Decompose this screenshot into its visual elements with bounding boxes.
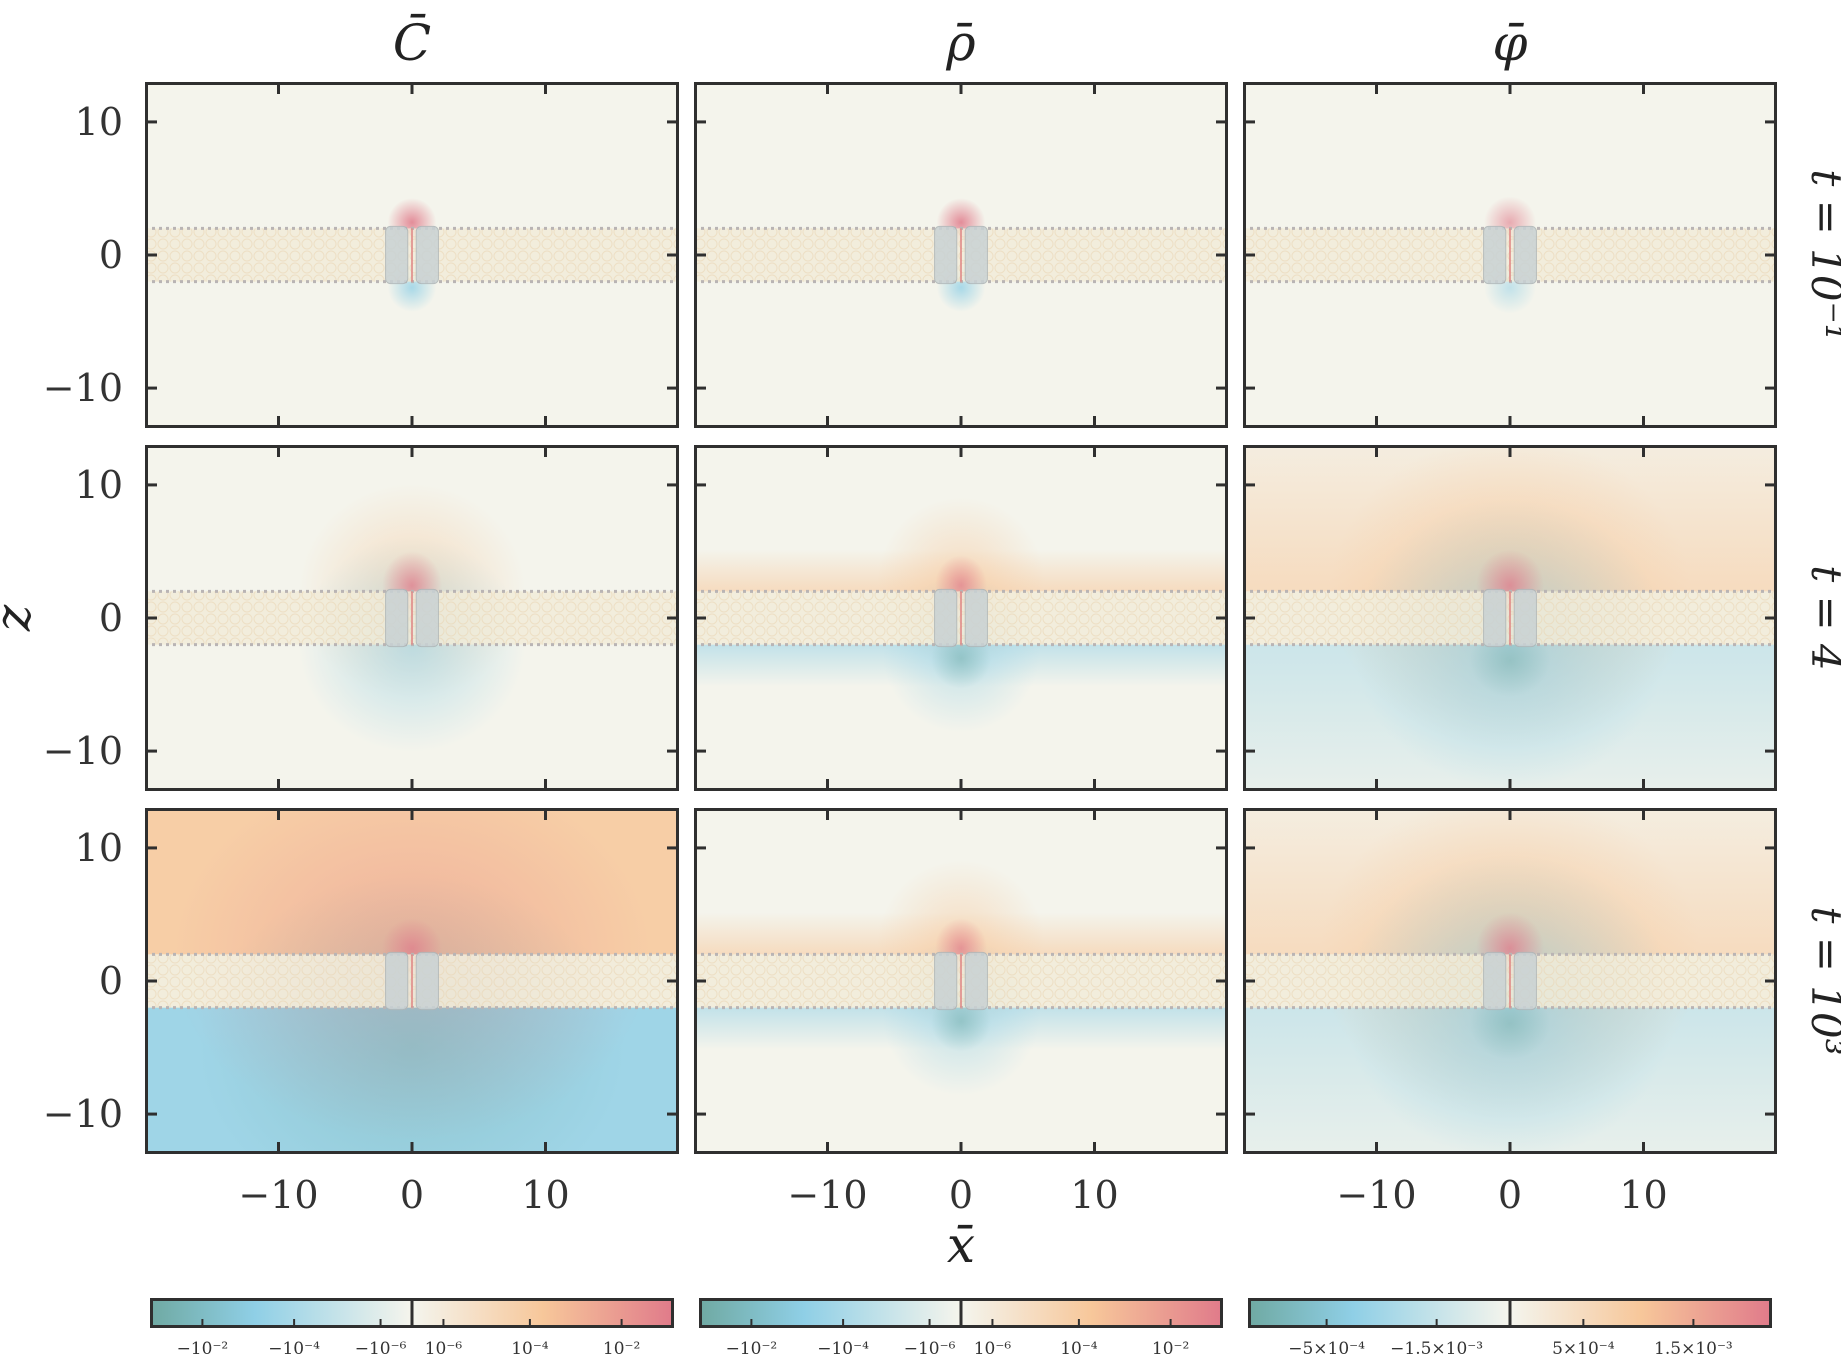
colorbar-tick-label: 1.5×10⁻³ bbox=[1654, 1339, 1733, 1359]
ion-channel bbox=[1483, 951, 1537, 1011]
column-title-0: C̄ bbox=[393, 13, 431, 72]
y-tick-label: 10 bbox=[75, 826, 123, 870]
x-axis-label: x̄ bbox=[947, 1216, 975, 1274]
x-tick-label: 0 bbox=[1498, 1173, 1522, 1217]
colorbar-tick-label: −10⁻² bbox=[726, 1339, 778, 1359]
row-label-0: t̄ = 10⁻¹ bbox=[1802, 169, 1841, 340]
colorbar-tick-label: 10⁻⁴ bbox=[1060, 1339, 1098, 1359]
panel-rho-row0 bbox=[694, 82, 1228, 428]
y-tick-label: −10 bbox=[43, 366, 123, 410]
colorbar-tick-label: −1.5×10⁻³ bbox=[1390, 1339, 1483, 1359]
panel-C-row1: 10 0 −10 bbox=[43, 445, 679, 791]
colorbar-tick-label: −10⁻² bbox=[177, 1339, 229, 1359]
axis-labels: C̄ ρ̄ φ̄ t̄ = 10⁻¹ t̄ = 4 t̄ = 10³ x̄ z̄ bbox=[0, 13, 1841, 1274]
colorbar-tick-label: −10⁻⁶ bbox=[904, 1339, 956, 1359]
colorbar-tick-label: −5×10⁻⁴ bbox=[1288, 1339, 1365, 1359]
ion-channel bbox=[385, 225, 439, 285]
ion-channel bbox=[934, 951, 988, 1011]
ion-channel bbox=[1483, 588, 1537, 648]
colorbar-tick-label: 10⁻² bbox=[603, 1339, 640, 1359]
x-tick-label: −10 bbox=[238, 1173, 318, 1217]
ion-channel bbox=[1483, 225, 1537, 285]
colorbar-phi: −5×10⁻⁴ −1.5×10⁻³ 5×10⁻⁴ 1.5×10⁻³ bbox=[1248, 1298, 1772, 1359]
colorbar-tick-label: −10⁻⁴ bbox=[817, 1339, 869, 1359]
y-tick-label: 10 bbox=[75, 100, 123, 144]
row-label-1: t̄ = 4 bbox=[1802, 565, 1841, 671]
panel-C-row2: 10 0 −10 −10 0 10 bbox=[43, 808, 679, 1217]
x-tick-label: −10 bbox=[787, 1173, 867, 1217]
colorbar-tick-label: 10⁻² bbox=[1152, 1339, 1189, 1359]
row-label-2: t̄ = 10³ bbox=[1802, 906, 1841, 1055]
colorbar-tick-label: 10⁻⁴ bbox=[511, 1339, 549, 1359]
panel-phi-row2: −10 0 10 bbox=[1243, 808, 1777, 1217]
ion-channel bbox=[934, 225, 988, 285]
column-title-1: ρ̄ bbox=[945, 14, 976, 72]
colorbar-C: −10⁻² −10⁻⁴ −10⁻⁶ 10⁻⁶ 10⁻⁴ 10⁻² bbox=[150, 1298, 674, 1359]
y-axis-label: z̄ bbox=[0, 604, 42, 632]
x-tick-label: 10 bbox=[521, 1173, 569, 1217]
x-tick-label: 10 bbox=[1619, 1173, 1667, 1217]
panel-rho-row2: −10 0 10 bbox=[694, 808, 1228, 1217]
y-tick-label: −10 bbox=[43, 1092, 123, 1136]
y-tick-label: 0 bbox=[99, 233, 123, 277]
panel-C-row0: 10 0 −10 bbox=[43, 82, 679, 428]
colorbar-tick-label: −10⁻⁴ bbox=[268, 1339, 320, 1359]
x-tick-label: 0 bbox=[400, 1173, 424, 1217]
colorbar-tick-label: 10⁻⁶ bbox=[974, 1339, 1012, 1359]
ion-channel bbox=[385, 588, 439, 648]
y-tick-label: 10 bbox=[75, 463, 123, 507]
y-tick-label: −10 bbox=[43, 729, 123, 773]
colorbar-tick-label: −10⁻⁶ bbox=[355, 1339, 407, 1359]
panel-rho-row1 bbox=[694, 445, 1228, 791]
y-tick-label: 0 bbox=[99, 959, 123, 1003]
x-tick-label: 0 bbox=[949, 1173, 973, 1217]
ion-channel bbox=[934, 588, 988, 648]
ion-channel bbox=[385, 951, 439, 1011]
x-tick-label: 10 bbox=[1070, 1173, 1118, 1217]
x-tick-label: −10 bbox=[1336, 1173, 1416, 1217]
colorbar-tick-label: 10⁻⁶ bbox=[425, 1339, 463, 1359]
panel-phi-row0 bbox=[1243, 82, 1777, 428]
y-tick-label: 0 bbox=[99, 596, 123, 640]
panel-grid: 10 0 −10 10 0 −10 10 0 −10 −10 0 10 −10 0 10 −10 0 10 bbox=[43, 82, 1777, 1217]
column-title-2: φ̄ bbox=[1492, 14, 1527, 72]
colorbar-tick-label: 5×10⁻⁴ bbox=[1552, 1339, 1615, 1359]
colorbar-rho: −10⁻² −10⁻⁴ −10⁻⁶ 10⁻⁶ 10⁻⁴ 10⁻² bbox=[699, 1298, 1223, 1359]
colorbars: −10⁻² −10⁻⁴ −10⁻⁶ 10⁻⁶ 10⁻⁴ 10⁻² −10⁻² −10⁻⁴ −10… bbox=[150, 1298, 1772, 1359]
panel-phi-row1 bbox=[1243, 445, 1777, 791]
